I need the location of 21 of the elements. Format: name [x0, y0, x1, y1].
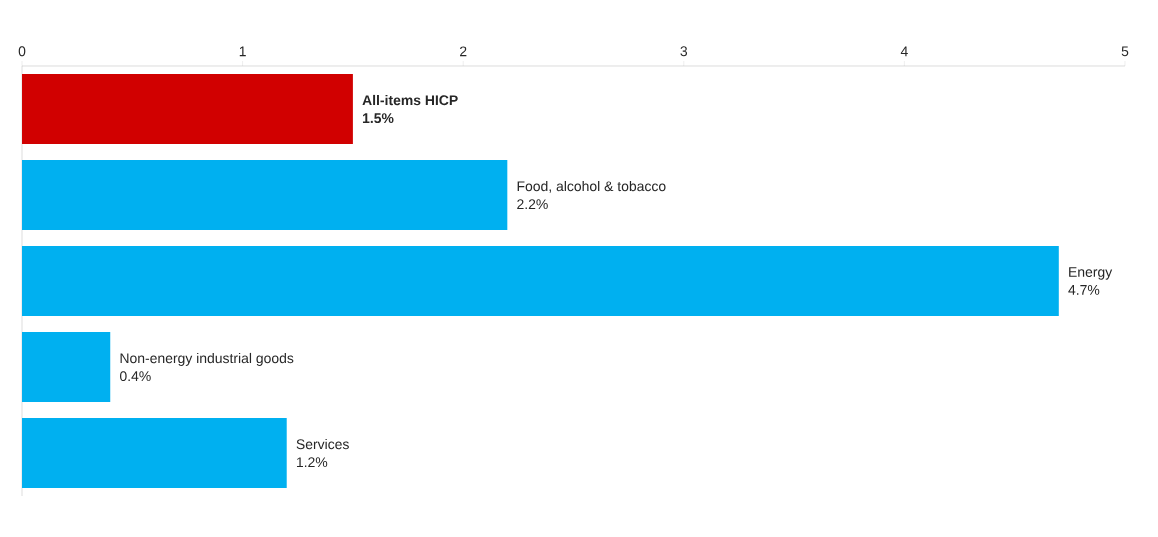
x-tick-label: 4	[900, 46, 908, 57]
y-tick-label: Energy	[1069, 267, 1113, 280]
x-tick-label: 0	[18, 46, 26, 57]
bar	[22, 417, 287, 488]
y-tick-label: Services	[296, 438, 349, 450]
y-tick-label: All-items HICP	[362, 94, 458, 106]
data-label: 2.2%	[517, 199, 548, 210]
bar	[22, 159, 508, 230]
bar	[22, 73, 353, 144]
x-tick-label: 2	[460, 46, 467, 57]
data-label: 1.2%	[296, 457, 328, 468]
y-tick-label: Non-energy industrial goods	[120, 352, 294, 366]
data-label: 1.5%	[362, 113, 394, 124]
data-label: 0.4%	[119, 371, 151, 382]
x-tick-label: 5	[1121, 46, 1129, 57]
bar	[22, 245, 1059, 316]
y-tick-label: Food, alcohol & tobacco	[517, 180, 666, 193]
x-tick-label: 1	[239, 46, 246, 57]
x-tick-label: 3	[680, 46, 688, 57]
data-label: 4.7%	[1068, 285, 1100, 295]
bar	[22, 331, 111, 402]
